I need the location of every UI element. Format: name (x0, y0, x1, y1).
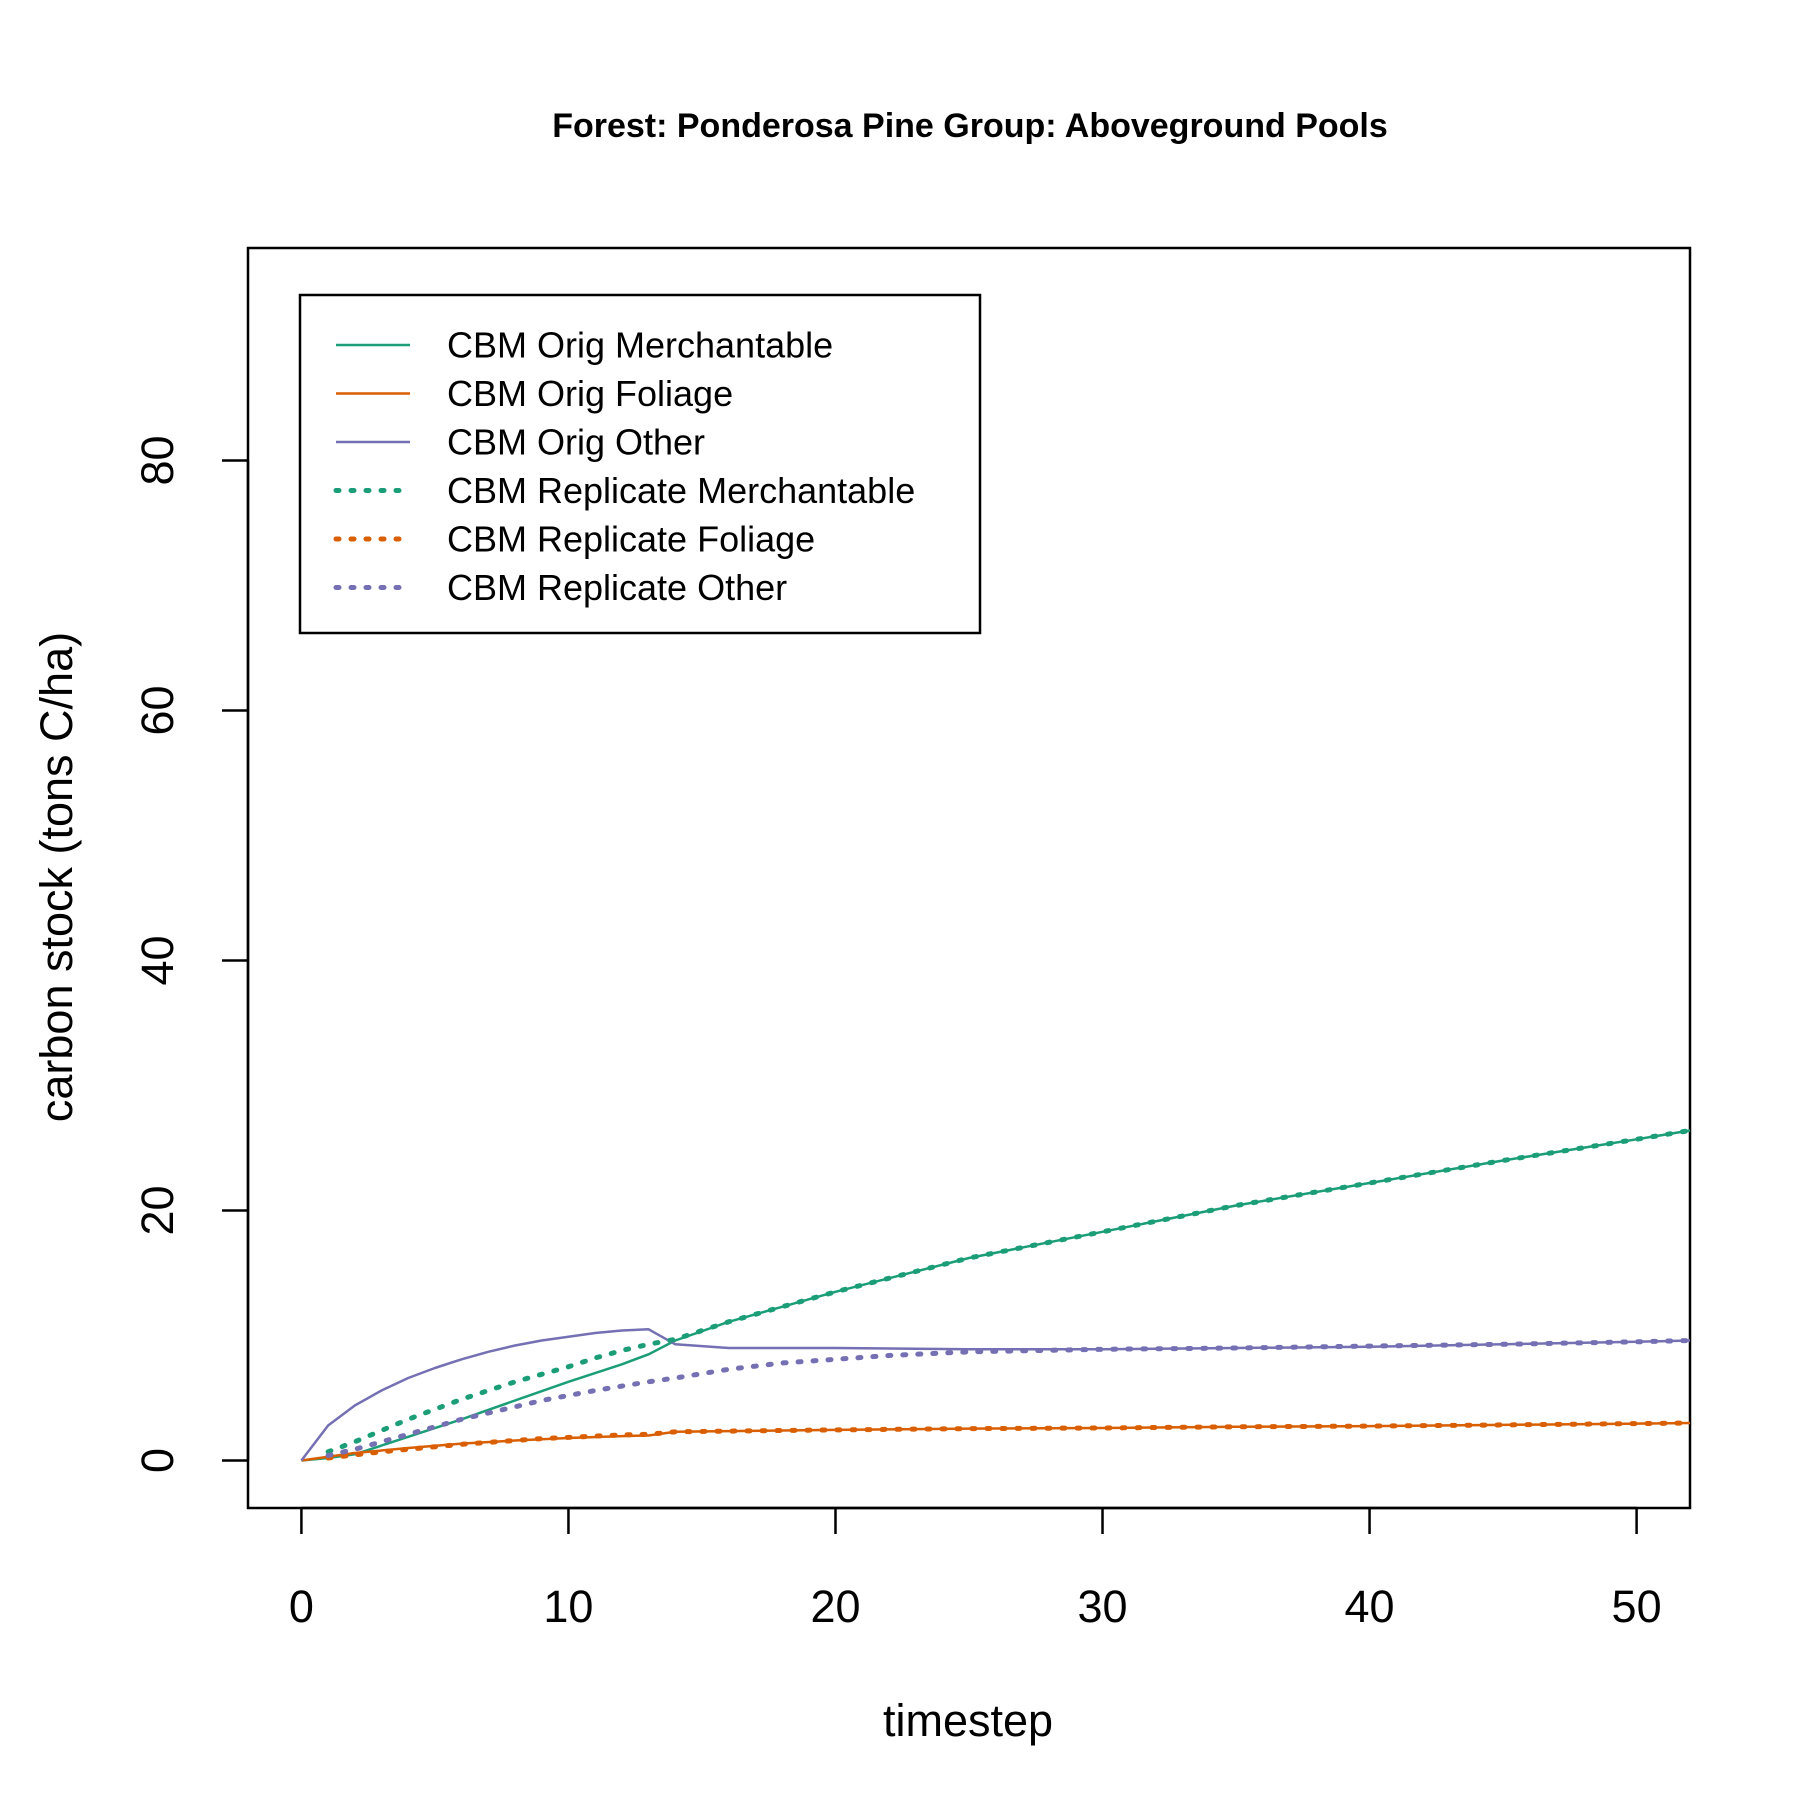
x-tick-label: 50 (1612, 1581, 1662, 1632)
chart-title: Forest: Ponderosa Pine Group: Abovegroun… (552, 107, 1388, 145)
series-line-cbm-replicate-merchantable (325, 1128, 1693, 1455)
legend-label-cbm-orig-other: CBM Orig Other (447, 422, 705, 463)
series-line-cbm-orig-merchantable (301, 1129, 1691, 1462)
y-tick-label: 80 (132, 435, 183, 485)
legend: CBM Orig Merchantable CBM Orig Foliage CBM… (298, 293, 982, 635)
y-tick-label: 40 (132, 935, 183, 985)
x-tick-label: 40 (1345, 1581, 1395, 1632)
legend-label-cbm-orig-merchantable: CBM Orig Merchantable (447, 325, 833, 366)
x-tick-label: 20 (810, 1581, 860, 1632)
x-tick-label: 0 (289, 1581, 314, 1632)
series-line-cbm-replicate-foliage (325, 1420, 1693, 1461)
legend-label-cbm-replicate-other: CBM Replicate Other (447, 567, 787, 608)
y-axis-title: carbon stock (tons C/ha) (31, 632, 82, 1122)
x-axis-title: timestep (883, 1695, 1053, 1746)
legend-box (298, 293, 982, 635)
x-axis: 0 10 20 30 40 50 (289, 1506, 1662, 1632)
y-tick-label: 60 (132, 685, 183, 735)
legend-label-cbm-replicate-merchantable: CBM Replicate Merchantable (447, 470, 915, 511)
x-tick-label: 30 (1077, 1581, 1127, 1632)
series-line-cbm-replicate-other (325, 1338, 1693, 1458)
legend-label-cbm-orig-foliage: CBM Orig Foliage (447, 373, 733, 414)
y-axis: 0 20 40 60 80 (132, 435, 250, 1473)
x-tick-label: 10 (543, 1581, 593, 1632)
y-tick-label: 20 (132, 1185, 183, 1235)
y-tick-label: 0 (132, 1448, 183, 1473)
plot-lines (300, 1128, 1693, 1462)
legend-label-cbm-replicate-foliage: CBM Replicate Foliage (447, 519, 815, 560)
